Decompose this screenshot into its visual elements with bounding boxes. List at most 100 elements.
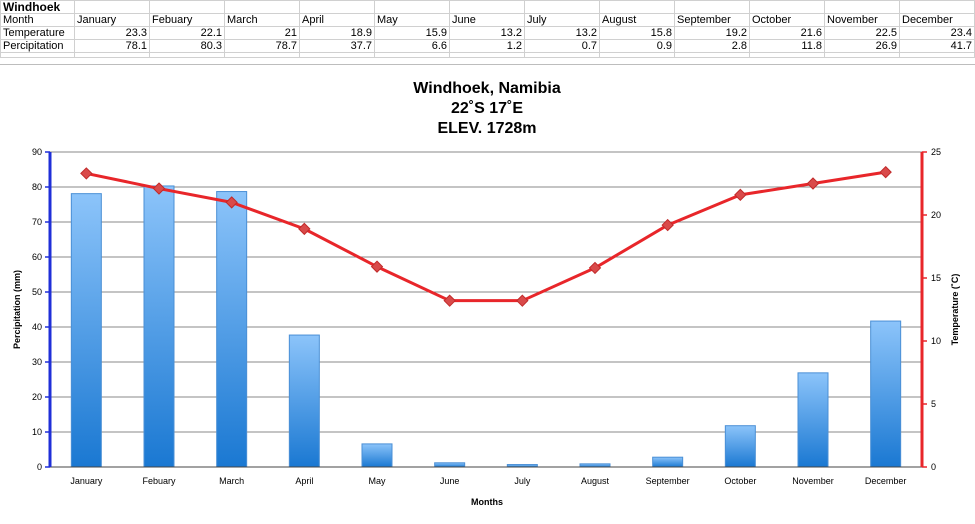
sheet-cell[interactable]: 22.5 bbox=[824, 26, 900, 40]
sheet-cell[interactable] bbox=[374, 0, 450, 14]
x-tick-label: July bbox=[514, 476, 531, 486]
sheet-row-label[interactable]: Month bbox=[0, 13, 75, 27]
right-y-tick-label: 0 bbox=[931, 462, 936, 472]
temperature-marker bbox=[879, 165, 892, 179]
sheet-cell[interactable]: 26.9 bbox=[824, 39, 900, 53]
sheet-cell[interactable] bbox=[224, 52, 300, 58]
sheet-cell[interactable] bbox=[374, 52, 450, 58]
sheet-cell[interactable]: March bbox=[224, 13, 300, 27]
left-y-tick-label: 90 bbox=[32, 147, 42, 157]
sheet-cell[interactable] bbox=[149, 52, 225, 58]
sheet-cell[interactable] bbox=[449, 0, 525, 14]
right-y-tick-label: 10 bbox=[931, 336, 941, 346]
sheet-cell[interactable] bbox=[899, 0, 975, 14]
sheet-cell[interactable]: Febuary bbox=[149, 13, 225, 27]
sheet-cell[interactable] bbox=[449, 52, 525, 58]
sheet-cell[interactable] bbox=[299, 0, 375, 14]
sheet-cell[interactable]: 78.1 bbox=[74, 39, 150, 53]
sheet-cell[interactable] bbox=[0, 52, 75, 58]
sheet-cell[interactable] bbox=[824, 0, 900, 14]
sheet-cell[interactable]: July bbox=[524, 13, 600, 27]
sheet-cell[interactable]: 41.7 bbox=[899, 39, 975, 53]
sheet-cell[interactable]: 23.3 bbox=[74, 26, 150, 40]
x-tick-label: September bbox=[646, 476, 690, 486]
chart-area: Windhoek, Namibia 22˚S 17˚E ELEV. 1728m 0 10… bbox=[0, 64, 975, 519]
x-tick-label: June bbox=[440, 476, 460, 486]
left-y-tick-label: 20 bbox=[32, 392, 42, 402]
sheet-cell[interactable] bbox=[524, 52, 600, 58]
temperature-marker bbox=[370, 260, 384, 273]
sheet-cell[interactable] bbox=[149, 0, 225, 14]
sheet-cell[interactable] bbox=[299, 52, 375, 58]
temperature-marker bbox=[298, 222, 311, 236]
sheet-cell[interactable] bbox=[224, 0, 300, 14]
sheet-cell[interactable] bbox=[674, 52, 750, 58]
sheet-row-label[interactable]: Temperature bbox=[0, 26, 75, 40]
sheet-cell[interactable] bbox=[899, 52, 975, 58]
sheet-title-row: Windhoek bbox=[0, 0, 975, 14]
precip-bar bbox=[70, 193, 102, 468]
sheet-cell[interactable]: 15.8 bbox=[599, 26, 675, 40]
sheet-cell[interactable]: 21.6 bbox=[749, 26, 825, 40]
sheet-cell[interactable]: April bbox=[299, 13, 375, 27]
sheet-cell[interactable] bbox=[674, 0, 750, 14]
precip-bar bbox=[724, 425, 756, 468]
sheet-cell[interactable]: 21 bbox=[224, 26, 300, 40]
sheet-cell[interactable]: 11.8 bbox=[749, 39, 825, 53]
sheet-cell[interactable]: 0.9 bbox=[599, 39, 675, 53]
left-y-tick-label: 10 bbox=[32, 427, 42, 437]
sheet-cell[interactable] bbox=[599, 52, 675, 58]
temperature-marker bbox=[516, 294, 529, 307]
sheet-cell[interactable]: 6.6 bbox=[374, 39, 450, 53]
chart-title-line: ELEV. 1728m bbox=[437, 120, 536, 137]
sheet-row: Temperature 23.3 22.1 21 18.9 15.9 13.2 13.2 15.… bbox=[0, 26, 975, 40]
sheet-cell[interactable] bbox=[74, 52, 150, 58]
sheet-cell[interactable]: 2.8 bbox=[674, 39, 750, 53]
sheet-cell[interactable]: November bbox=[824, 13, 900, 27]
sheet-title[interactable]: Windhoek bbox=[0, 0, 75, 14]
sheet-cell[interactable]: December bbox=[899, 13, 975, 27]
sheet-cell[interactable] bbox=[74, 0, 150, 14]
sheet-cell[interactable] bbox=[749, 52, 825, 58]
temperature-marker bbox=[588, 261, 602, 275]
temperature-marker bbox=[225, 196, 238, 209]
sheet-cell[interactable]: 13.2 bbox=[449, 26, 525, 40]
sheet-cell[interactable]: September bbox=[674, 13, 750, 27]
sheet-cell[interactable]: August bbox=[599, 13, 675, 27]
precip-bar bbox=[652, 456, 684, 468]
sheet-row-label[interactable]: Percipitation bbox=[0, 39, 75, 53]
left-y-tick-label: 70 bbox=[32, 217, 42, 227]
x-tick-label: May bbox=[368, 476, 386, 486]
sheet-cell[interactable]: 19.2 bbox=[674, 26, 750, 40]
x-tick-label: January bbox=[70, 476, 103, 486]
left-y-tick-label: 40 bbox=[32, 322, 42, 332]
sheet-cell[interactable]: January bbox=[74, 13, 150, 27]
sheet-cell[interactable] bbox=[824, 52, 900, 58]
sheet-cell[interactable]: May bbox=[374, 13, 450, 27]
sheet-cell[interactable]: 37.7 bbox=[299, 39, 375, 53]
sheet-cell[interactable] bbox=[524, 0, 600, 14]
chart-title-line: Windhoek, Namibia bbox=[413, 80, 561, 97]
sheet-cell[interactable]: 22.1 bbox=[149, 26, 225, 40]
sheet-cell[interactable]: 13.2 bbox=[524, 26, 600, 40]
right-y-tick-label: 15 bbox=[931, 273, 941, 283]
sheet-cell[interactable]: 15.9 bbox=[374, 26, 450, 40]
left-y-axis-title: Percipitation (mm) bbox=[12, 270, 22, 349]
precip-bar bbox=[288, 334, 320, 468]
sheet-cell[interactable]: June bbox=[449, 13, 525, 27]
left-y-tick-label: 0 bbox=[37, 462, 42, 472]
temperature-marker bbox=[661, 218, 674, 232]
sheet-cell[interactable]: 0.7 bbox=[524, 39, 600, 53]
left-y-tick-label: 60 bbox=[32, 252, 42, 262]
sheet-cell[interactable]: 18.9 bbox=[299, 26, 375, 40]
sheet-cell[interactable]: 80.3 bbox=[149, 39, 225, 53]
sheet-cell[interactable]: 23.4 bbox=[899, 26, 975, 40]
sheet-cell[interactable] bbox=[599, 0, 675, 14]
sheet-cell[interactable]: October bbox=[749, 13, 825, 27]
sheet-cell[interactable]: 1.2 bbox=[449, 39, 525, 53]
precip-bar bbox=[143, 185, 175, 468]
sheet-cell[interactable] bbox=[749, 0, 825, 14]
x-tick-label: October bbox=[724, 476, 756, 486]
precip-bar bbox=[434, 462, 466, 468]
sheet-cell[interactable]: 78.7 bbox=[224, 39, 300, 53]
